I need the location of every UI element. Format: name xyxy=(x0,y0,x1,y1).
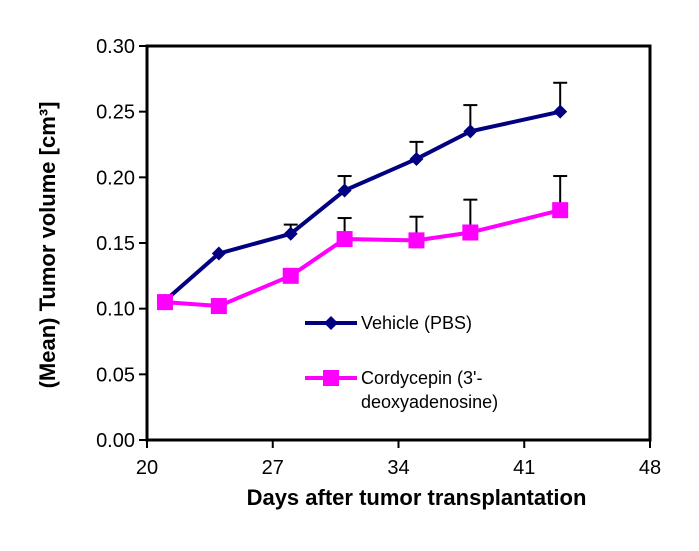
x-tick-label: 34 xyxy=(387,457,409,479)
tick-labels: 20 27 34 41 48 0.00 0.05 0.10 0.15 0.20 0.25 0.30 xyxy=(96,36,661,479)
x-axis-title: Days after tumor transplantation xyxy=(247,485,587,510)
vehicle-data-point xyxy=(463,124,478,139)
x-tick-label: 27 xyxy=(262,457,284,479)
cordycepin-data-point xyxy=(462,224,479,241)
x-tick-label: 41 xyxy=(513,457,535,479)
vehicle-data-point xyxy=(211,246,226,261)
cordycepin-legend-marker xyxy=(323,370,339,386)
plot-area-frame xyxy=(145,44,652,442)
cordycepin-data-point xyxy=(336,231,353,248)
vehicle-data-point xyxy=(553,104,568,119)
x-tick-label: 48 xyxy=(639,457,661,479)
vehicle-legend-label: Vehicle (PBS) xyxy=(361,313,472,333)
y-tick-label: 0.00 xyxy=(96,430,135,452)
cordycepin-series-line xyxy=(164,208,561,309)
series-lines xyxy=(163,109,561,309)
cordycepin-data-point xyxy=(282,267,299,284)
y-tick-label: 0.10 xyxy=(96,299,135,321)
cordycepin-data-point xyxy=(408,232,425,249)
vehicle-data-point xyxy=(409,151,424,166)
cordycepin-data-point xyxy=(156,294,173,311)
vehicle-legend-marker xyxy=(324,316,338,330)
y-tick-label: 0.30 xyxy=(96,36,135,58)
y-axis-title: (Mean) Tumor volume [cm³] xyxy=(35,102,60,389)
legend: Vehicle (PBS) Cordycepin (3'- deoxyadenosi… xyxy=(305,313,498,412)
vehicle-data-point xyxy=(283,226,298,241)
cordycepin-data-point xyxy=(210,298,227,315)
vehicle-data-point xyxy=(337,183,352,198)
y-tick-label: 0.20 xyxy=(96,167,135,189)
x-tick-label: 20 xyxy=(136,457,158,479)
vehicle-series-line xyxy=(163,109,561,303)
y-tick-label: 0.15 xyxy=(96,233,135,255)
y-tick-label: 0.05 xyxy=(96,364,135,386)
cordycepin-legend-label: deoxyadenosine) xyxy=(361,392,498,412)
error-bars xyxy=(283,81,568,241)
cordycepin-data-point xyxy=(552,202,569,219)
cordycepin-legend-label: Cordycepin (3'- xyxy=(361,368,482,388)
y-tick-label: 0.25 xyxy=(96,102,135,124)
data-markers xyxy=(156,104,569,315)
